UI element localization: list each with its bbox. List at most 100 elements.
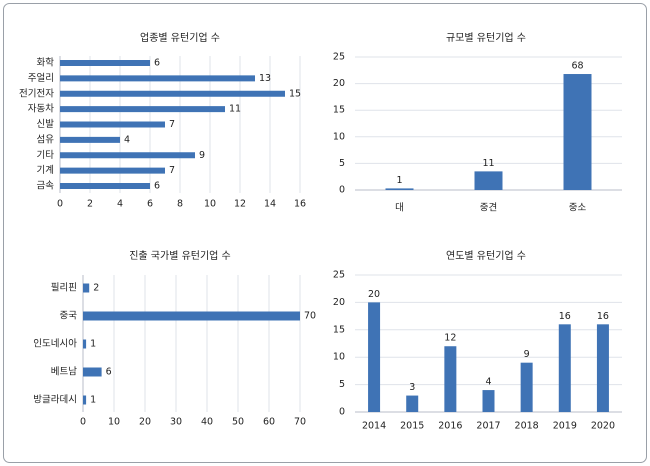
x-tick-label: 4: [117, 199, 123, 210]
bar: [60, 136, 120, 143]
bar: [563, 74, 592, 190]
bar: [368, 302, 381, 412]
y-tick-label: 중국: [60, 311, 78, 322]
data-label: 6: [154, 181, 160, 192]
data-label: 7: [169, 165, 175, 176]
bar: [596, 324, 609, 412]
bar: [482, 390, 495, 412]
chart-title: 업종별 유턴기업 수: [140, 31, 220, 44]
y-tick-label: 필리핀: [51, 282, 77, 294]
bar: [60, 152, 195, 159]
x-tick-label: 10: [204, 199, 216, 210]
x-tick-label: 70: [294, 417, 306, 428]
bar: [406, 395, 419, 412]
x-tick-label: 40: [201, 417, 213, 428]
y-tick-label: 10: [333, 352, 345, 363]
data-label: 13: [259, 73, 271, 84]
y-tick-label: 전기전자: [19, 88, 54, 99]
y-tick-label: 20: [333, 297, 345, 308]
x-tick-label: 중견: [480, 202, 497, 214]
bar: [83, 311, 300, 321]
x-tick-label: 중소: [569, 203, 587, 214]
x-tick-label: 0: [80, 417, 86, 428]
y-tick-label: 10: [333, 131, 345, 142]
data-label: 4: [124, 134, 130, 145]
bar: [60, 167, 165, 174]
y-tick-label: 섬유: [37, 134, 55, 145]
data-label: 1: [90, 395, 96, 406]
data-label: 12: [444, 333, 456, 344]
bar: [520, 362, 533, 412]
x-tick-label: 60: [263, 417, 275, 428]
y-tick-label: 금속: [37, 181, 55, 192]
bar: [83, 367, 102, 377]
bar: [385, 188, 414, 190]
y-tick-label: 방글라데시: [33, 395, 77, 406]
bar: [60, 60, 150, 66]
y-tick-label: 25: [333, 52, 345, 63]
bar: [474, 171, 503, 190]
bar: [83, 339, 87, 349]
bar: [60, 183, 150, 189]
bar: [83, 395, 87, 405]
y-tick-label: 15: [333, 105, 345, 116]
x-tick-label: 2: [87, 199, 93, 210]
y-tick-label: 15: [333, 324, 345, 335]
data-label: 20: [368, 289, 380, 300]
x-tick-label: 14: [264, 199, 276, 210]
x-tick-label: 대: [395, 203, 404, 214]
data-label: 16: [597, 311, 609, 322]
bar: [444, 346, 457, 412]
bar: [60, 106, 225, 113]
data-label: 9: [524, 349, 530, 360]
y-tick-label: 20: [333, 78, 345, 89]
x-tick-label: 20: [139, 417, 151, 428]
y-tick-label: 기타: [37, 150, 55, 161]
y-tick-label: 0: [339, 407, 345, 418]
data-label: 1: [396, 175, 402, 186]
y-tick-label: 베트남: [51, 367, 77, 378]
chart-title: 연도별 유턴기업 수: [446, 249, 526, 262]
data-label: 4: [485, 377, 491, 388]
x-tick-label: 2015: [400, 421, 424, 432]
y-tick-label: 자동차: [28, 103, 54, 115]
x-tick-label: 2017: [476, 421, 500, 432]
y-tick-label: 화학: [37, 58, 55, 69]
frame: [3, 3, 647, 463]
data-label: 68: [571, 61, 583, 72]
bar: [83, 283, 90, 293]
data-label: 1: [90, 339, 96, 350]
bar: [60, 121, 165, 128]
data-label: 70: [304, 311, 316, 322]
y-tick-label: 0: [339, 185, 345, 196]
data-label: 6: [154, 58, 160, 69]
data-label: 9: [199, 150, 205, 161]
y-tick-label: 25: [333, 270, 345, 281]
data-label: 15: [289, 88, 301, 99]
x-tick-label: 30: [170, 417, 182, 428]
data-label: 11: [482, 158, 494, 169]
data-label: 11: [229, 104, 241, 115]
x-tick-label: 2016: [438, 421, 462, 432]
data-label: 7: [169, 119, 175, 130]
x-tick-label: 8: [177, 199, 183, 210]
y-tick-label: 5: [339, 158, 345, 169]
bar: [60, 90, 285, 97]
bar: [60, 75, 255, 82]
y-tick-label: 인도네시아: [33, 339, 77, 350]
bar: [558, 324, 571, 412]
data-label: 3: [409, 382, 415, 393]
chart-title: 규모별 유턴기업 수: [446, 31, 526, 44]
y-tick-label: 기계: [37, 164, 54, 176]
data-label: 16: [559, 311, 571, 322]
y-tick-label: 5: [339, 379, 345, 390]
x-tick-label: 2014: [362, 421, 386, 432]
x-tick-label: 16: [294, 199, 306, 210]
x-tick-label: 0: [57, 199, 63, 210]
x-tick-label: 10: [108, 417, 120, 428]
x-tick-label: 12: [234, 199, 246, 210]
x-tick-label: 6: [147, 199, 153, 210]
x-tick-label: 50: [232, 417, 244, 428]
chart-title: 진출 국가별 유턴기업 수: [129, 249, 231, 262]
